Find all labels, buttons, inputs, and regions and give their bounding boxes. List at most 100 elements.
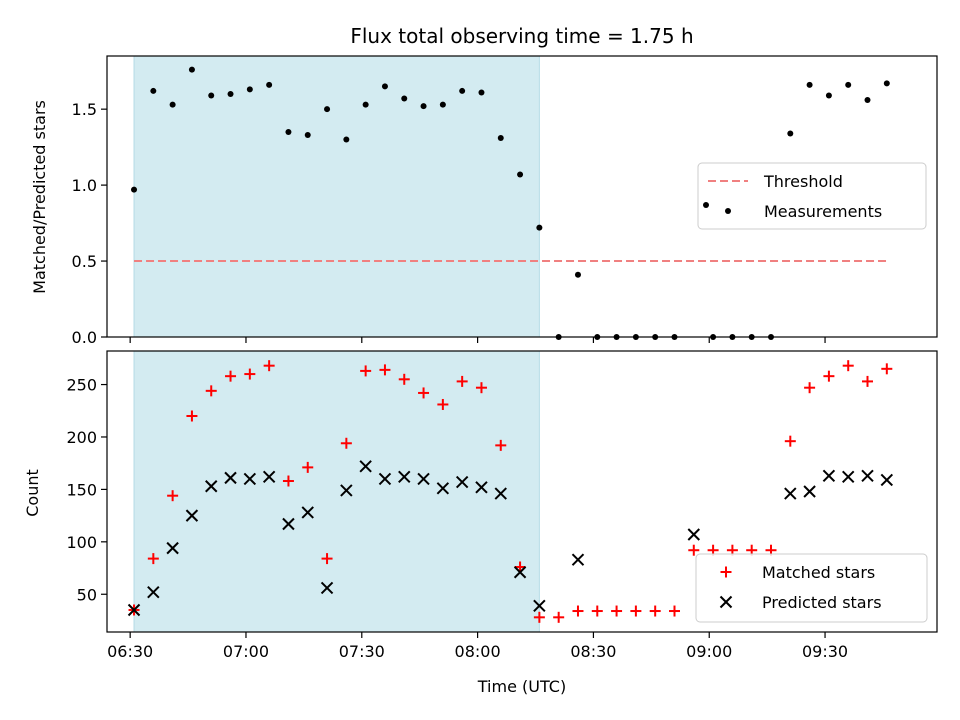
measurements-point xyxy=(845,81,852,88)
predicted-stars-point xyxy=(417,472,430,486)
matched-stars-point xyxy=(205,385,217,397)
legend-entry-threshold: Threshold xyxy=(708,172,843,191)
legend-label: Matched stars xyxy=(762,563,875,582)
measurements-point xyxy=(343,136,350,143)
measurements-point xyxy=(169,101,176,108)
matched-stars-point xyxy=(398,373,410,385)
matched-stars-point xyxy=(418,387,430,399)
matched-stars-point xyxy=(456,375,468,387)
y-tick-label: 1.5 xyxy=(72,100,97,119)
matched-stars-point xyxy=(360,365,372,377)
predicted-stars-point xyxy=(571,553,585,566)
predicted-stars-point xyxy=(436,482,450,495)
predicted-stars-point xyxy=(262,470,276,484)
predicted-stars-point xyxy=(378,472,392,486)
predicted-stars-point xyxy=(166,541,179,555)
matched-stars-point xyxy=(591,605,603,617)
matched-stars-point xyxy=(263,360,275,372)
measurements-point xyxy=(459,87,466,94)
matched-stars-point xyxy=(514,561,526,573)
legend-label: Predicted stars xyxy=(762,593,882,612)
measurements-point xyxy=(806,81,813,88)
legend-entry-measurements: Measurements xyxy=(703,202,882,221)
matched-stars-point xyxy=(688,544,700,556)
measurements-point xyxy=(150,87,157,94)
predicted-stars-point xyxy=(475,481,488,494)
chart-title: Flux total observing time = 1.75 h xyxy=(350,24,693,48)
matched-stars-point xyxy=(553,611,565,623)
matched-stars-point xyxy=(804,382,816,394)
measurements-point xyxy=(188,66,195,73)
measurements-point xyxy=(246,86,253,93)
measurements-point xyxy=(420,103,427,110)
matched-stars-point xyxy=(572,605,584,617)
predicted-stars-point xyxy=(282,517,295,531)
predicted-stars-point xyxy=(147,585,160,599)
legend-label: Threshold xyxy=(763,172,843,191)
x-tick-label: 07:00 xyxy=(223,642,269,661)
matched-stars-point xyxy=(495,439,507,451)
x-tick-label: 07:30 xyxy=(339,642,385,661)
matched-stars-point xyxy=(611,605,623,617)
legend-entry-predicted-stars: Predicted stars xyxy=(719,593,882,612)
y-tick-label: 1.0 xyxy=(72,176,97,195)
matched-stars-point xyxy=(167,490,179,502)
x-tick-label: 09:30 xyxy=(802,642,848,661)
matched-stars-point xyxy=(379,364,391,376)
predicted-stars-point xyxy=(784,487,797,500)
measurements-point xyxy=(285,128,292,135)
bottom-panel: 50 100 150 200 250 06:30 07:00 07:30 08:00 08:30 0… xyxy=(23,350,938,696)
predicted-stars-point xyxy=(513,566,527,579)
matched-stars-point xyxy=(668,605,680,617)
matched-stars-point xyxy=(225,370,237,382)
measurements-point xyxy=(497,135,504,142)
matched-stars-point xyxy=(147,553,159,565)
predicted-stars-point xyxy=(494,487,507,500)
y-tick-label: 150 xyxy=(66,480,97,499)
y-tick-label: 0.5 xyxy=(72,252,97,271)
y-tick-label: 200 xyxy=(66,428,97,447)
measurements-point xyxy=(362,101,369,108)
matched-stars-point xyxy=(881,363,893,375)
y-tick-label: 0.0 xyxy=(72,328,97,347)
predicted-stars-point xyxy=(359,460,372,473)
measurements-point xyxy=(517,171,524,178)
legend-box xyxy=(697,162,927,230)
matched-stars-point xyxy=(244,368,256,380)
predicted-stars-point xyxy=(803,485,816,498)
axes-frame xyxy=(106,350,938,633)
predicted-stars-point xyxy=(205,480,218,493)
matched-stars-point xyxy=(475,382,487,394)
measurements-point xyxy=(439,101,446,108)
predicted-stars-point xyxy=(880,473,894,487)
predicted-stars-point xyxy=(185,509,199,522)
measurements-point xyxy=(208,92,215,99)
top-panel: 0.0 0.5 1.0 1.5 Threshold Measurements Flux … xyxy=(30,24,938,347)
predicted-stars-point xyxy=(320,581,334,595)
measurements-point xyxy=(227,90,234,97)
predicted-stars-point xyxy=(340,484,353,497)
y-tick-label: 50 xyxy=(77,585,97,604)
y-tick-label: 100 xyxy=(66,533,97,552)
predicted-stars-point xyxy=(822,469,836,482)
predicted-stars-point xyxy=(842,470,855,484)
observing-window-shade xyxy=(133,350,540,633)
measurements-point xyxy=(266,81,273,88)
measurements-point xyxy=(864,97,871,104)
legend-label: Measurements xyxy=(764,202,882,221)
measurements-point xyxy=(324,106,331,113)
measurements-point xyxy=(787,130,794,137)
predicted-stars-point xyxy=(301,506,314,519)
measurements-point xyxy=(883,80,890,87)
legend-box xyxy=(695,553,928,623)
measurements-point xyxy=(131,186,138,193)
axes-frame xyxy=(106,55,938,338)
matched-stars-point xyxy=(302,461,314,473)
x-tick-label: 08:30 xyxy=(570,642,616,661)
measurements-point xyxy=(401,95,408,102)
matched-stars-point xyxy=(282,475,294,487)
measurements-point xyxy=(304,131,311,138)
matched-stars-point xyxy=(533,611,545,623)
predicted-stars-point xyxy=(127,603,141,617)
